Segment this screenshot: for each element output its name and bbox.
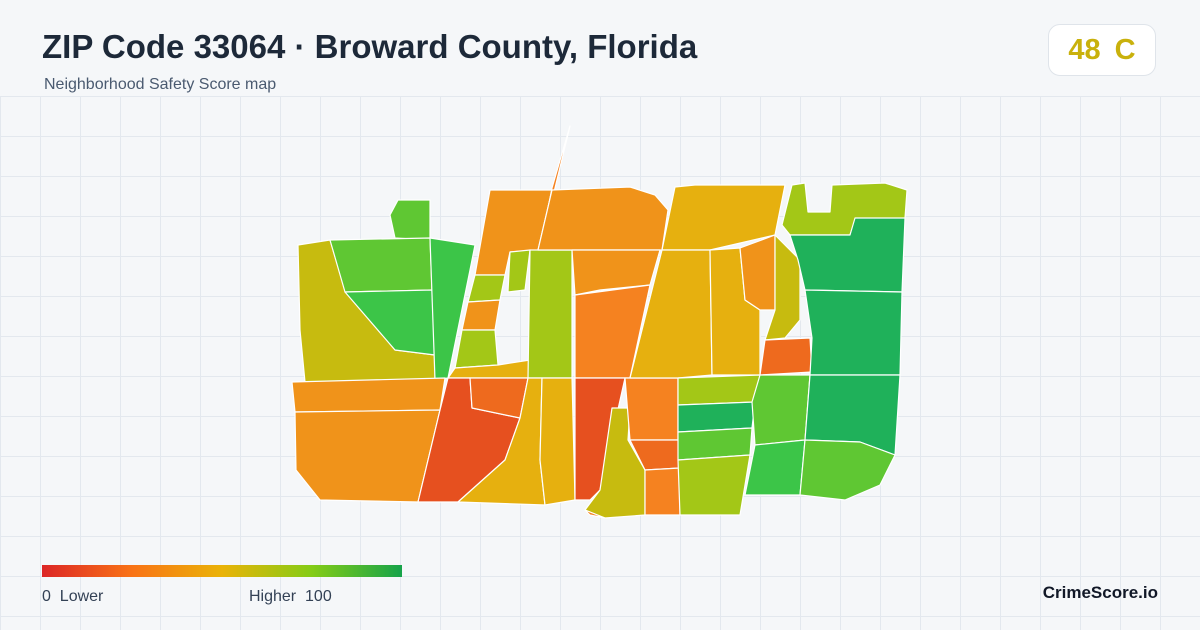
map-region[interactable] (799, 439, 896, 501)
map-region[interactable] (624, 377, 679, 441)
legend-min: 0 Lower (42, 588, 103, 606)
map-region[interactable] (751, 374, 811, 446)
map-region[interactable] (454, 329, 499, 369)
legend-min-label: Lower (59, 588, 104, 605)
legend-color-scale (42, 565, 402, 577)
legend-max: Higher 100 (249, 588, 332, 606)
map-region[interactable] (389, 199, 431, 241)
map-region[interactable] (429, 237, 476, 381)
brand-logo: CrimeScore.io (1042, 583, 1158, 602)
header: ZIP Code 33064 · Broward County, Florida… (0, 0, 1200, 96)
map-region[interactable] (644, 467, 681, 516)
map-region[interactable] (744, 439, 806, 496)
map-region[interactable] (294, 409, 441, 503)
map-region[interactable] (329, 237, 433, 293)
map-region[interactable] (539, 377, 576, 506)
map-region[interactable] (527, 249, 573, 379)
map-region[interactable] (677, 454, 751, 516)
map-region[interactable] (291, 377, 446, 413)
legend-max-label: Higher (249, 588, 297, 605)
legend-min-value: 0 (42, 588, 51, 605)
score-grade: C (1114, 33, 1136, 66)
map-region[interactable] (629, 249, 713, 379)
map-region[interactable] (584, 509, 606, 519)
map-region[interactable] (537, 186, 669, 251)
page-title: ZIP Code 33064 · Broward County, Florida (42, 28, 698, 65)
map-region[interactable] (739, 234, 776, 311)
map-region[interactable] (677, 401, 756, 433)
map-region[interactable] (759, 337, 813, 376)
map-region[interactable] (677, 374, 761, 406)
map-region[interactable] (571, 249, 661, 296)
map-region[interactable] (789, 217, 906, 293)
score-badge: 48 C (1048, 24, 1156, 76)
map-region[interactable] (804, 289, 903, 376)
score-value: 48 (1068, 33, 1101, 66)
map-region[interactable] (467, 274, 506, 303)
map-region[interactable] (461, 299, 501, 331)
page-subtitle: Neighborhood Safety Score map (44, 76, 277, 93)
legend-max-value: 100 (305, 588, 332, 605)
map-region[interactable] (507, 249, 531, 293)
